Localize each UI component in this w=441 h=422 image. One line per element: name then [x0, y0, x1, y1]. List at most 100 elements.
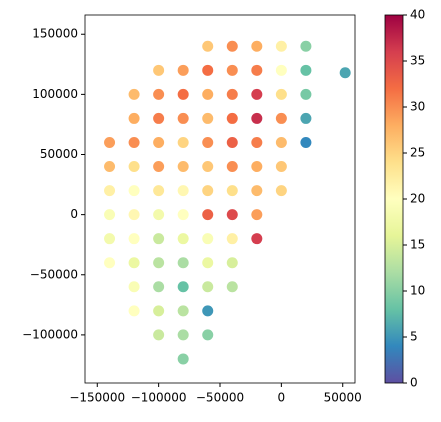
point — [128, 112, 140, 124]
point — [153, 88, 165, 100]
y-tick-label: −100000 — [22, 327, 78, 341]
point — [300, 112, 312, 124]
point — [177, 281, 189, 293]
point — [153, 233, 165, 245]
point — [177, 161, 189, 173]
point — [226, 185, 238, 197]
point — [177, 305, 189, 317]
x-tick-label: 50000 — [324, 391, 362, 405]
point — [275, 161, 287, 173]
point — [202, 112, 214, 124]
point — [128, 88, 140, 100]
point — [153, 64, 165, 76]
point — [251, 161, 263, 173]
point — [202, 233, 214, 245]
point — [202, 281, 214, 293]
point — [177, 112, 189, 124]
point — [153, 112, 165, 124]
point — [202, 209, 214, 221]
point — [275, 185, 287, 197]
point — [202, 40, 214, 52]
point — [104, 209, 116, 221]
point — [226, 88, 238, 100]
point — [300, 136, 312, 148]
point — [153, 209, 165, 221]
point — [251, 136, 263, 148]
point — [300, 40, 312, 52]
point — [128, 161, 140, 173]
point — [128, 281, 140, 293]
point — [153, 329, 165, 341]
point — [202, 329, 214, 341]
point — [104, 233, 116, 245]
point — [128, 233, 140, 245]
point — [128, 136, 140, 148]
point — [177, 233, 189, 245]
point — [226, 209, 238, 221]
point — [275, 112, 287, 124]
point — [202, 64, 214, 76]
x-tick-label: −150000 — [69, 391, 125, 405]
point — [104, 161, 116, 173]
point — [177, 257, 189, 269]
x-tick-label: −100000 — [131, 391, 187, 405]
point — [226, 40, 238, 52]
colorbar-tick-label: 35 — [410, 54, 425, 68]
point — [251, 233, 263, 245]
point — [275, 136, 287, 148]
point — [128, 209, 140, 221]
y-tick-label: −50000 — [30, 267, 78, 281]
point — [275, 64, 287, 76]
point — [177, 353, 189, 365]
point — [104, 257, 116, 269]
point — [153, 161, 165, 173]
point — [202, 88, 214, 100]
point — [251, 88, 263, 100]
colorbar-tick-label: 30 — [410, 100, 425, 114]
y-tick-label: 100000 — [32, 87, 78, 101]
point — [339, 67, 351, 79]
colorbar-tick-label: 5 — [410, 330, 418, 344]
colorbar-tick-label: 0 — [410, 376, 418, 390]
point — [202, 257, 214, 269]
colorbar-tick-label: 25 — [410, 146, 425, 160]
y-tick-label: 150000 — [32, 27, 78, 41]
point — [226, 281, 238, 293]
point — [177, 329, 189, 341]
point — [128, 257, 140, 269]
point — [202, 136, 214, 148]
point — [251, 112, 263, 124]
point — [251, 40, 263, 52]
point — [275, 88, 287, 100]
point — [251, 185, 263, 197]
point — [300, 88, 312, 100]
point — [153, 185, 165, 197]
colorbar-tick-label: 15 — [410, 238, 425, 252]
point — [300, 64, 312, 76]
colorbar — [384, 14, 404, 384]
point — [153, 305, 165, 317]
point — [177, 136, 189, 148]
y-tick-label: 0 — [70, 207, 78, 221]
point — [202, 185, 214, 197]
point — [275, 40, 287, 52]
point — [202, 305, 214, 317]
colorbar-tick-label: 20 — [410, 192, 425, 206]
point — [226, 233, 238, 245]
point — [251, 209, 263, 221]
point — [128, 305, 140, 317]
y-tick-label: 50000 — [40, 147, 78, 161]
point — [177, 185, 189, 197]
colorbar-tick-label: 10 — [410, 284, 425, 298]
point — [226, 257, 238, 269]
point — [177, 209, 189, 221]
point — [202, 161, 214, 173]
point — [251, 64, 263, 76]
colorbar-tick-label: 40 — [410, 8, 425, 22]
point — [104, 185, 116, 197]
point — [153, 257, 165, 269]
point — [226, 64, 238, 76]
point — [226, 136, 238, 148]
point — [226, 161, 238, 173]
